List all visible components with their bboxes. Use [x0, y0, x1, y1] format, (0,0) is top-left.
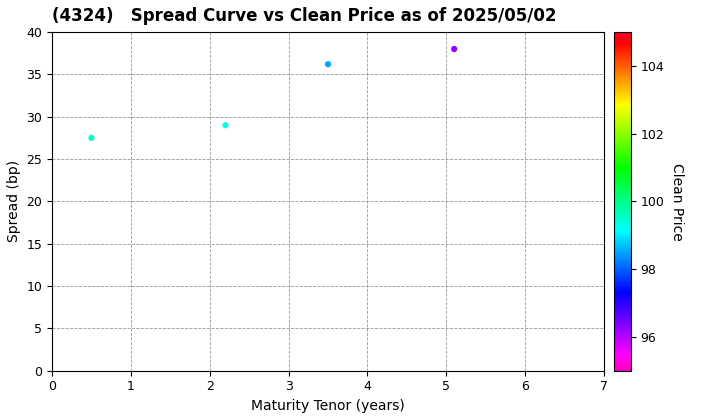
- Y-axis label: Spread (bp): Spread (bp): [7, 160, 21, 242]
- Point: [449, 46, 460, 52]
- Point: [220, 122, 231, 129]
- Point: [323, 61, 334, 68]
- Point: [86, 134, 97, 141]
- Y-axis label: Clean Price: Clean Price: [670, 163, 684, 240]
- Text: (4324)   Spread Curve vs Clean Price as of 2025/05/02: (4324) Spread Curve vs Clean Price as of…: [52, 7, 557, 25]
- X-axis label: Maturity Tenor (years): Maturity Tenor (years): [251, 399, 405, 413]
